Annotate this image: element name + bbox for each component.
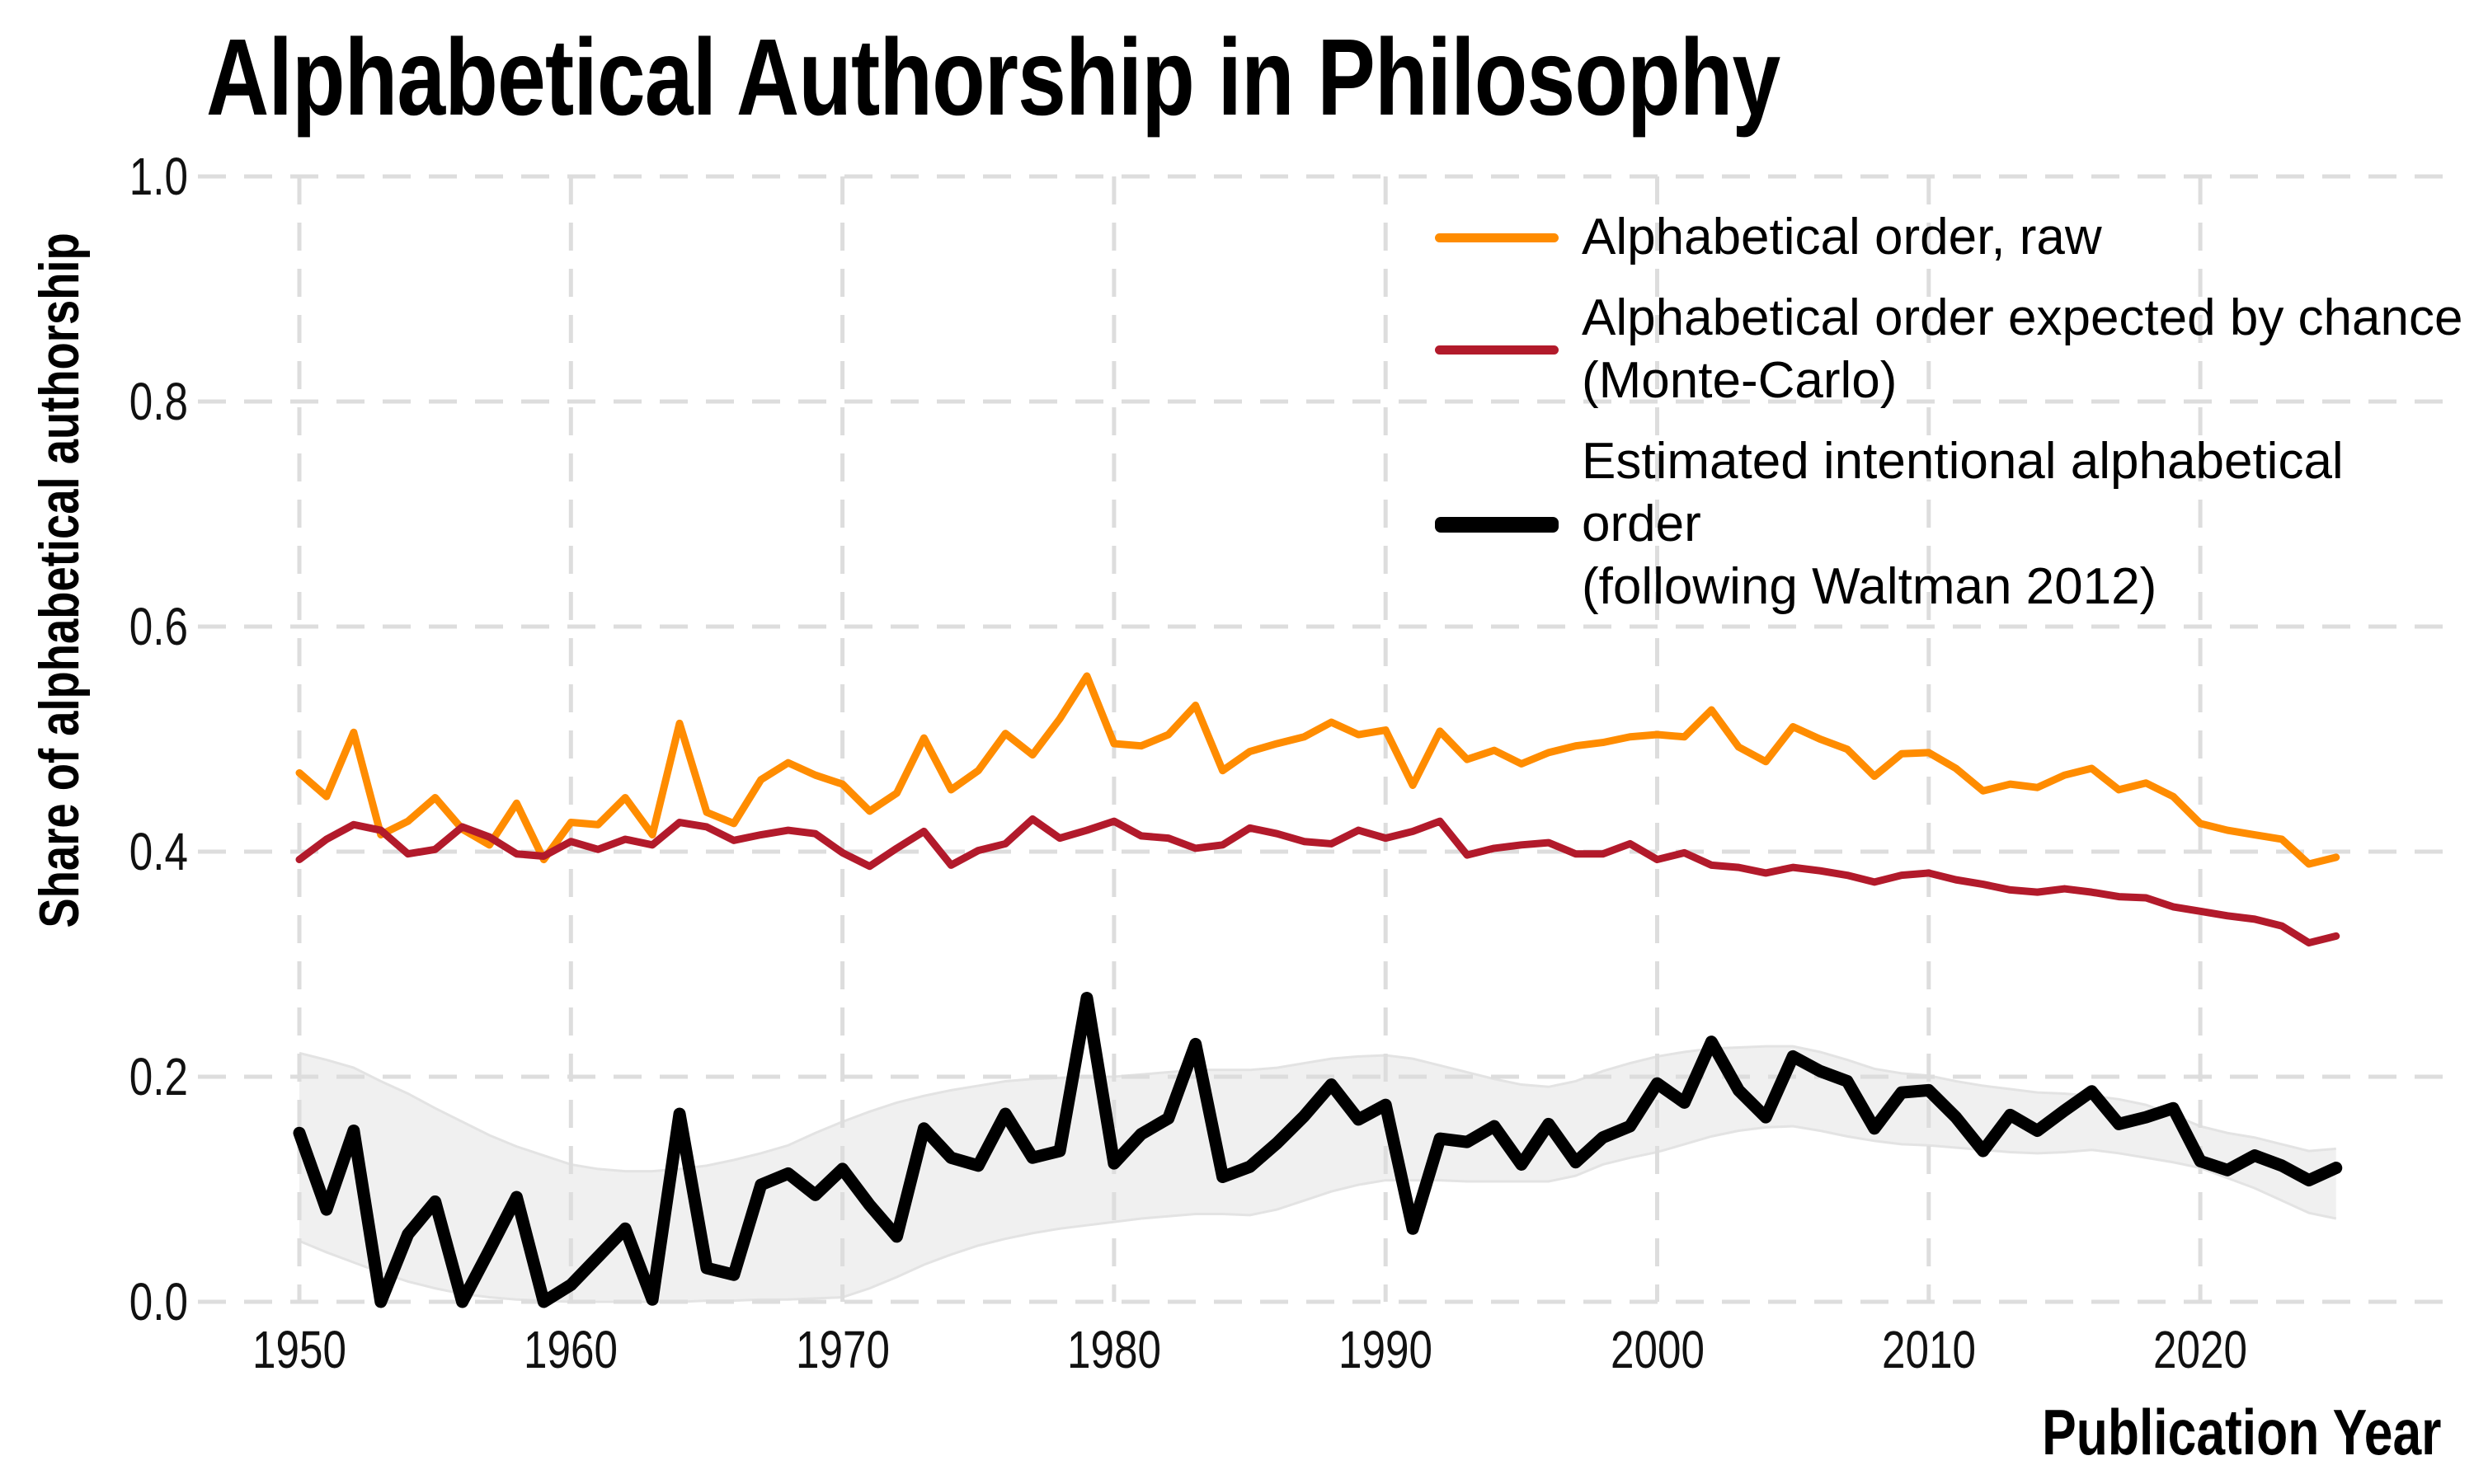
- legend-label-monte-carlo: Alphabetical order expected by chance (M…: [1582, 289, 2463, 409]
- y-tick-1.0: 1.0: [129, 147, 188, 206]
- chart-title-text: Alphabetical Authorship in Philosophy: [206, 16, 1780, 138]
- x-tick-1980: 1980: [1067, 1320, 1161, 1379]
- x-tick-1970: 1970: [796, 1320, 890, 1379]
- chart-title: Alphabetical Authorship in Philosophy: [206, 15, 2174, 139]
- y-tick-0.6: 0.6: [129, 597, 188, 656]
- x-tick-2000: 2000: [1611, 1320, 1705, 1379]
- x-tick-2010: 2010: [1882, 1320, 1976, 1379]
- legend-swatch-orange-line: [1435, 232, 1559, 242]
- x-axis-label-text: Publication Year: [2041, 1396, 2441, 1468]
- legend-item-raw: Alphabetical order, raw: [1435, 206, 2474, 269]
- x-tick-1990: 1990: [1338, 1320, 1432, 1379]
- y-tick-0.0: 0.0: [129, 1272, 188, 1331]
- y-axis-label: Share of alphabetical authorship: [25, 86, 94, 1075]
- y-tick-0.8: 0.8: [129, 372, 188, 431]
- legend-label-intentional: Estimated intentional alphabetical order…: [1582, 433, 2344, 615]
- y-tick-0.2: 0.2: [129, 1047, 188, 1106]
- x-tick-2020: 2020: [2153, 1320, 2247, 1379]
- legend-item-monte-carlo: Alphabetical order expected by chance (M…: [1435, 287, 2474, 412]
- legend: Alphabetical order, raw Alphabetical ord…: [1435, 206, 2474, 636]
- x-axis-label: Publication Year: [1942, 1395, 2441, 1470]
- x-tick-1960: 1960: [524, 1320, 618, 1379]
- legend-swatch-black-line: [1435, 516, 1559, 533]
- legend-item-intentional: Estimated intentional alphabetical order…: [1435, 430, 2474, 618]
- y-tick-0.4: 0.4: [129, 822, 188, 881]
- legend-swatch-red-line: [1435, 345, 1559, 355]
- legend-label-raw: Alphabetical order, raw: [1582, 209, 2102, 265]
- x-tick-1950: 1950: [252, 1320, 346, 1379]
- y-axis-label-text: Share of alphabetical authorship: [28, 232, 91, 928]
